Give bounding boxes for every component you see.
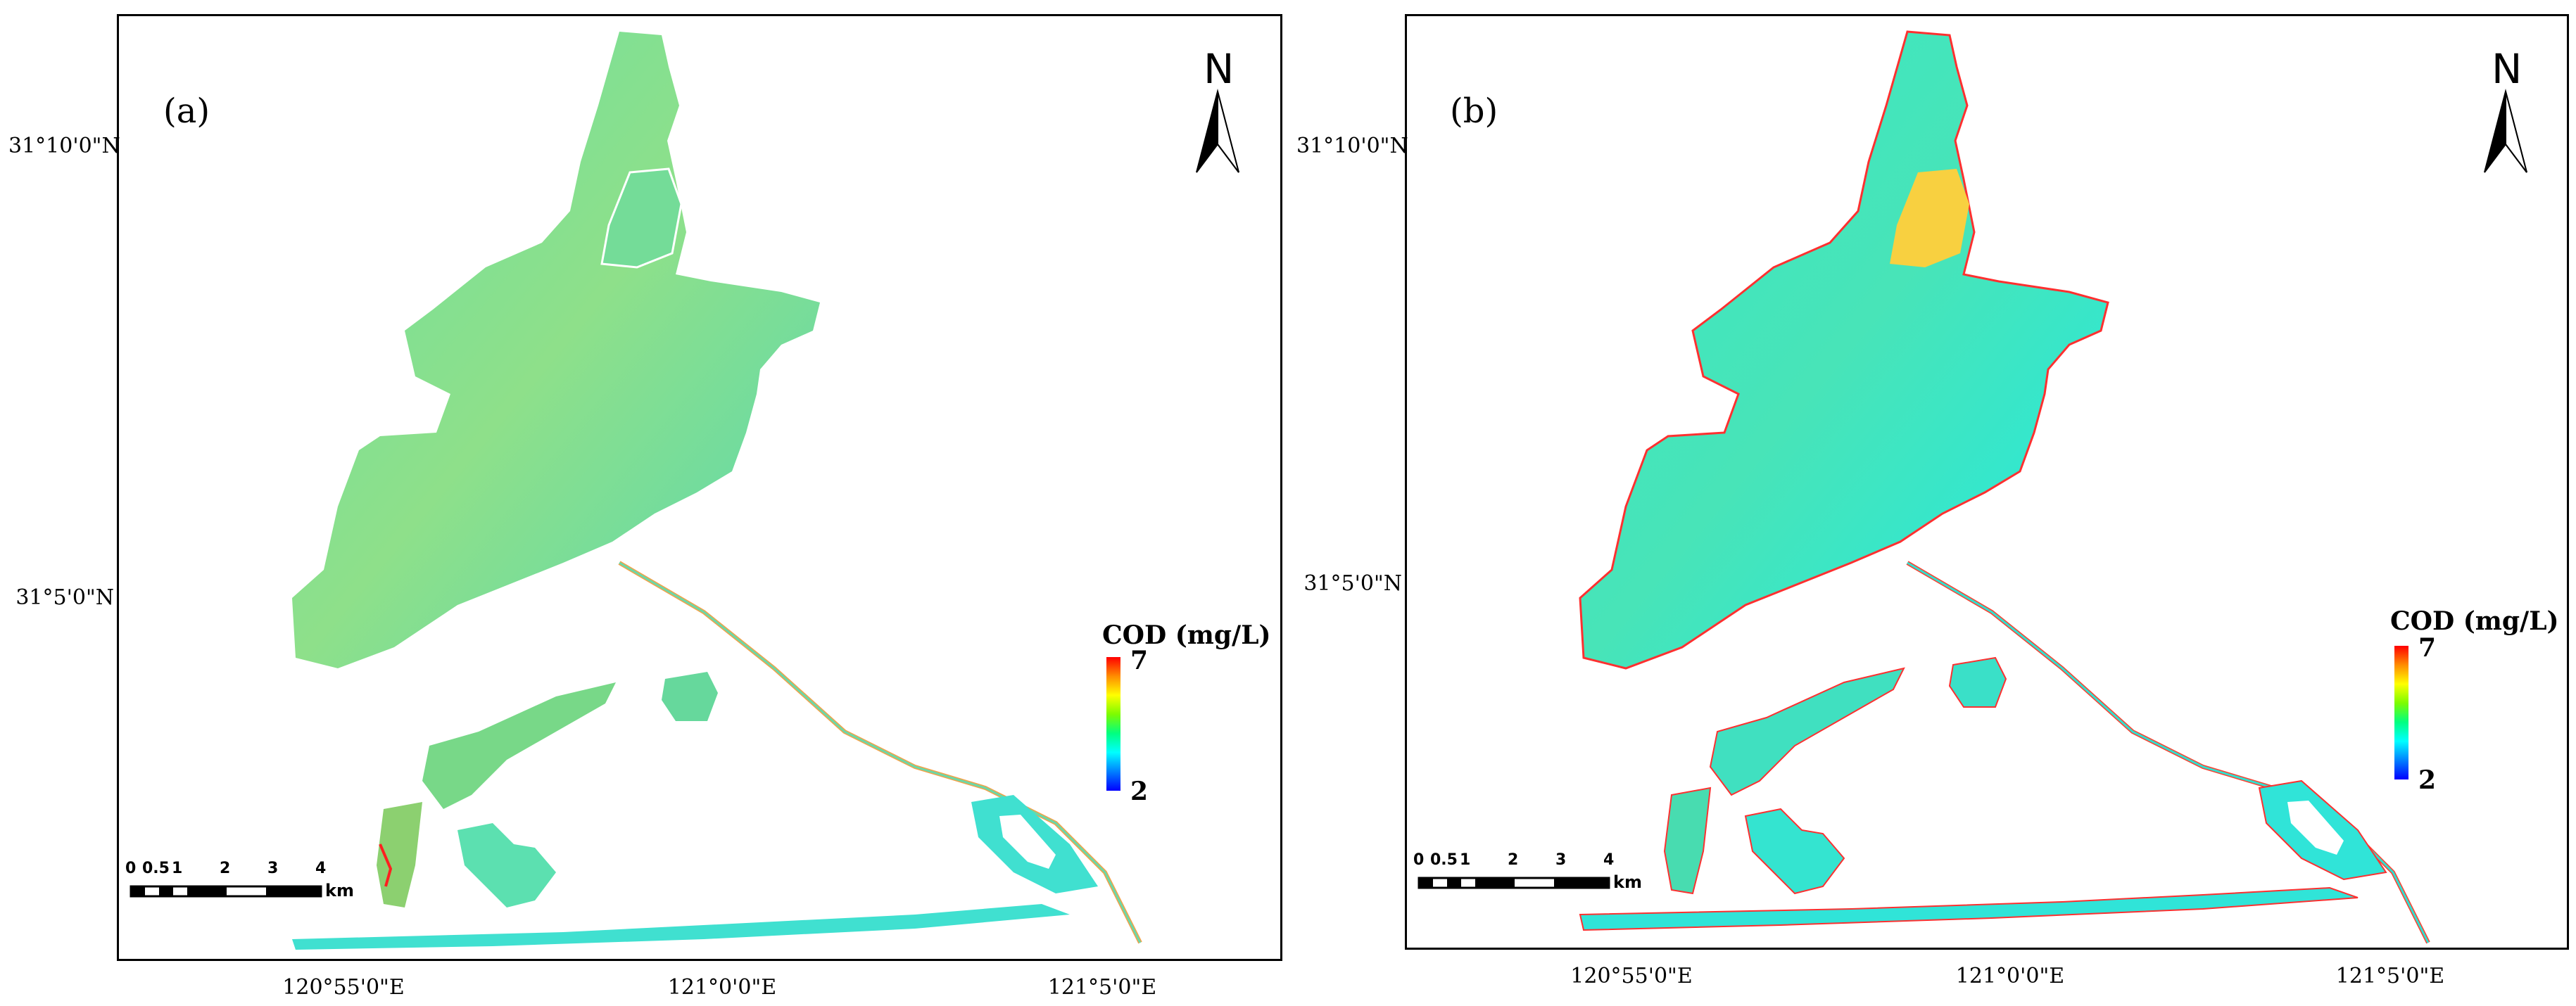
scale-tick: 3 xyxy=(267,860,279,877)
longitude-label: 121°0'0"E xyxy=(667,975,777,1000)
small-lake-2 xyxy=(457,823,556,908)
north-label: N xyxy=(1204,45,1235,93)
lake-map-b xyxy=(1418,30,2527,944)
scale-tick: 0 xyxy=(1413,851,1425,869)
scale-tick: 4 xyxy=(1603,851,1615,869)
scale-tick: 0.5 xyxy=(1430,851,1458,869)
legend-min: 2 xyxy=(2418,765,2437,795)
latitude-label: 31°10'0"N xyxy=(1296,134,1408,158)
north-label: N xyxy=(2492,45,2523,93)
scale-tick: 2 xyxy=(1508,851,1519,869)
longitude-label: 120°55'0"E xyxy=(1570,964,1693,988)
legend-max: 7 xyxy=(2418,633,2437,663)
north-arrow-icon-half xyxy=(2505,91,2527,173)
edge-highlight xyxy=(379,843,393,887)
small-lake-1 xyxy=(662,672,718,721)
latitude-label: 31°10'0"N xyxy=(8,134,120,158)
legend-color-bar xyxy=(1106,657,1120,791)
legend-color-bar xyxy=(2394,646,2408,779)
small-lake-4 xyxy=(1663,787,1712,895)
scale-bar xyxy=(130,885,322,898)
lake-map-a xyxy=(130,32,1239,950)
bottom-canal xyxy=(292,904,1070,950)
map-panel-b: (b) 31°10'0"N 31°5'0"N 120°55'0"E 121°0'… xyxy=(1288,0,2576,1006)
scale-tick: 0.5 xyxy=(142,860,170,877)
scale-unit: km xyxy=(325,881,354,900)
latitude-label: 31°5'0"N xyxy=(15,585,114,610)
scale-tick: 0 xyxy=(125,860,137,877)
small-lake-2 xyxy=(1744,808,1845,895)
panel-label: (b) xyxy=(1450,91,1498,131)
map-frame xyxy=(1405,14,2569,950)
river-channel-inner xyxy=(1907,561,2430,943)
channel-oval-hole xyxy=(999,815,1056,869)
scale-tick: 3 xyxy=(1555,851,1567,869)
small-lake-1 xyxy=(1948,656,2007,708)
sub-lake-hotspot xyxy=(1890,169,1969,267)
lake-main-body xyxy=(292,32,820,668)
longitude-label: 121°5'0"E xyxy=(1047,975,1157,1000)
legend-title: COD (mg/L) xyxy=(1102,620,1271,650)
longitude-label: 121°5'0"E xyxy=(2335,964,2445,988)
river-channel-inner xyxy=(619,561,1142,943)
scale-tick: 1 xyxy=(172,860,183,877)
scale-unit: km xyxy=(1613,872,1642,892)
panel-label: (a) xyxy=(163,91,210,131)
lake-main-body xyxy=(1579,30,2109,670)
bottom-canal xyxy=(1579,886,2359,931)
longitude-label: 121°0'0"E xyxy=(1955,964,2065,988)
small-lake-3 xyxy=(1709,667,1905,796)
legend-max: 7 xyxy=(1130,646,1149,675)
scale-bar xyxy=(1418,877,1610,889)
legend-title: COD (mg/L) xyxy=(2390,606,2559,636)
scale-tick: 2 xyxy=(220,860,231,877)
map-frame xyxy=(117,14,1282,961)
scale-tick: 1 xyxy=(1460,851,1471,869)
longitude-label: 120°55'0"E xyxy=(282,975,405,1000)
latitude-label: 31°5'0"N xyxy=(1303,571,1402,596)
legend-min: 2 xyxy=(1130,777,1149,806)
small-lake-3 xyxy=(422,682,616,809)
scale-tick: 4 xyxy=(315,860,327,877)
channel-oval-hole xyxy=(2287,801,2344,855)
north-arrow-icon-half xyxy=(1217,91,1239,173)
sub-lake-outline xyxy=(600,167,683,269)
map-panel-a: (a) 31°10'0"N 31°5'0"N 120°55'0"E 121°0'… xyxy=(8,14,1282,1000)
